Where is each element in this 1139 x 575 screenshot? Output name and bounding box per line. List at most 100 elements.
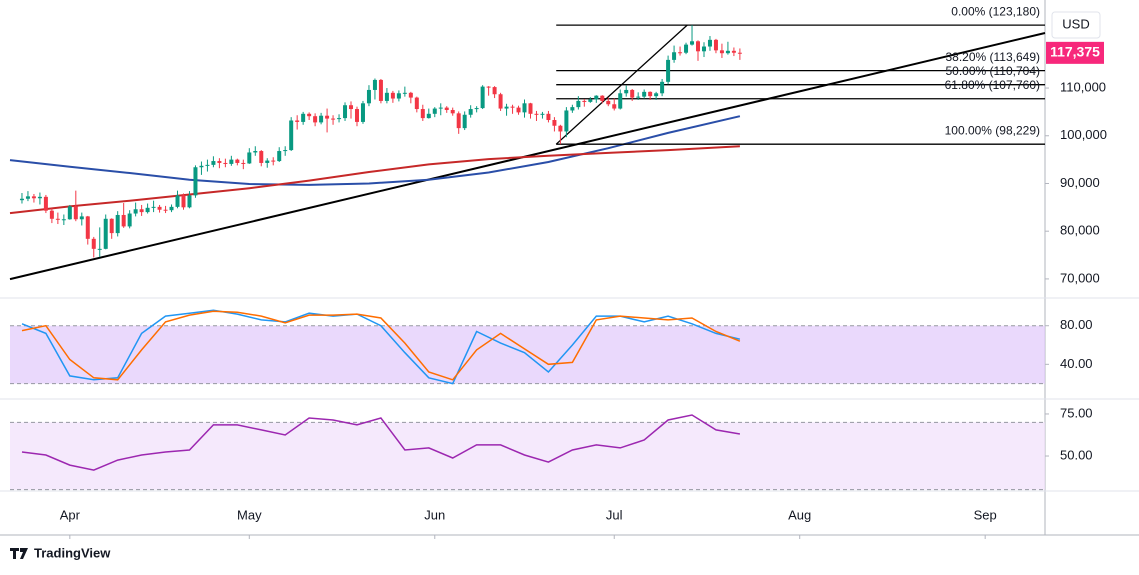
candle-body xyxy=(654,93,659,97)
candle-body xyxy=(719,50,724,54)
candle-body xyxy=(713,39,718,51)
candle-body xyxy=(235,159,240,163)
candle-body xyxy=(265,160,270,163)
candle-body xyxy=(701,46,706,52)
candle-body xyxy=(181,195,186,208)
candle-body xyxy=(408,92,413,98)
x-tick-label: Sep xyxy=(974,507,997,522)
candle-body xyxy=(354,109,359,122)
candle-body xyxy=(325,115,330,119)
y-tick-label: 80,000 xyxy=(1060,223,1100,238)
moving-average xyxy=(9,145,740,215)
y-tick-label: 40.00 xyxy=(1060,356,1093,371)
candle-body xyxy=(223,162,228,164)
candle-body xyxy=(277,151,282,162)
candle-body xyxy=(61,219,66,221)
candle-body xyxy=(49,210,54,219)
fib-label: 0.00% (123,180) xyxy=(951,4,1040,18)
candle-body xyxy=(331,118,336,120)
candle-body xyxy=(349,105,354,110)
candle-body xyxy=(217,161,222,163)
y-tick-label: 80.00 xyxy=(1060,317,1093,332)
candle-body xyxy=(378,79,383,101)
y-tick-label: 75.00 xyxy=(1060,405,1093,420)
candle-body xyxy=(19,198,24,201)
candle-body xyxy=(707,39,712,47)
candle-body xyxy=(31,196,36,199)
logo-mark xyxy=(10,548,28,559)
candle-body xyxy=(426,113,431,119)
candle-body xyxy=(55,218,60,220)
y-tick-label: 100,000 xyxy=(1060,127,1107,142)
candle-body xyxy=(145,207,150,213)
candle-body xyxy=(612,104,617,109)
candle-body xyxy=(731,50,736,53)
candle-body xyxy=(690,41,695,45)
candle-body xyxy=(618,93,623,109)
candle-body xyxy=(660,81,665,94)
candle-body xyxy=(402,92,407,94)
candle-body xyxy=(193,167,198,196)
candle-body xyxy=(444,107,449,110)
candle-body xyxy=(462,114,467,129)
candle-body xyxy=(725,50,730,54)
candle-body xyxy=(510,106,515,108)
candle-body xyxy=(205,164,210,166)
candle-body xyxy=(684,44,689,53)
currency: USD xyxy=(1062,16,1089,31)
candle-body xyxy=(552,120,557,126)
candle-body xyxy=(187,195,192,208)
candle-body xyxy=(372,79,377,90)
candle-body xyxy=(624,89,629,94)
candle-body xyxy=(420,109,425,119)
candle-body xyxy=(67,206,72,220)
candle-body xyxy=(456,113,461,129)
candle-body xyxy=(642,91,647,97)
candle-body xyxy=(432,108,437,114)
candle-body xyxy=(169,206,174,211)
candle-body xyxy=(151,206,156,208)
candle-body xyxy=(283,150,288,152)
candle-body xyxy=(534,113,539,115)
candle-body xyxy=(337,118,342,120)
fib-label: 100.00% (98,229) xyxy=(945,123,1040,137)
candle-body xyxy=(271,160,276,162)
candle-body xyxy=(630,89,635,98)
candle-body xyxy=(253,151,258,153)
candle-body xyxy=(438,107,443,109)
candle-body xyxy=(594,95,599,100)
logo: TradingView xyxy=(10,545,111,560)
candle-body xyxy=(115,214,120,234)
y-tick-label: 70,000 xyxy=(1060,270,1100,285)
candle-body xyxy=(259,151,264,163)
candle-body xyxy=(25,196,30,199)
candle-body xyxy=(295,120,300,122)
x-tick-label: Jun xyxy=(424,507,445,522)
candle-body xyxy=(103,218,108,249)
fib-label: 38.20% (113,649) xyxy=(945,50,1040,64)
candle-body xyxy=(109,218,114,234)
candle-body xyxy=(546,113,551,121)
brand: TradingView xyxy=(34,545,111,560)
candle-body xyxy=(582,100,587,102)
candle-body xyxy=(522,103,527,113)
candle-body xyxy=(570,107,575,111)
last-price-box xyxy=(1046,41,1104,64)
candle-body xyxy=(498,94,503,109)
candle-body xyxy=(390,92,395,99)
candle-body xyxy=(360,103,365,122)
x-tick-label: Apr xyxy=(60,507,81,522)
candle-body xyxy=(558,125,563,132)
candle-body xyxy=(636,96,641,98)
candle-body xyxy=(696,41,701,52)
candle-body xyxy=(43,196,48,211)
candle-body xyxy=(319,115,324,123)
fib-label: 50.00% (110,704) xyxy=(945,64,1040,78)
candle-body xyxy=(157,206,162,210)
candle-body xyxy=(91,238,96,249)
moving-average xyxy=(9,115,741,186)
candle-body xyxy=(606,100,611,105)
candle-body xyxy=(737,52,742,54)
x-tick-label: Jul xyxy=(606,507,623,522)
candle-body xyxy=(366,89,371,104)
